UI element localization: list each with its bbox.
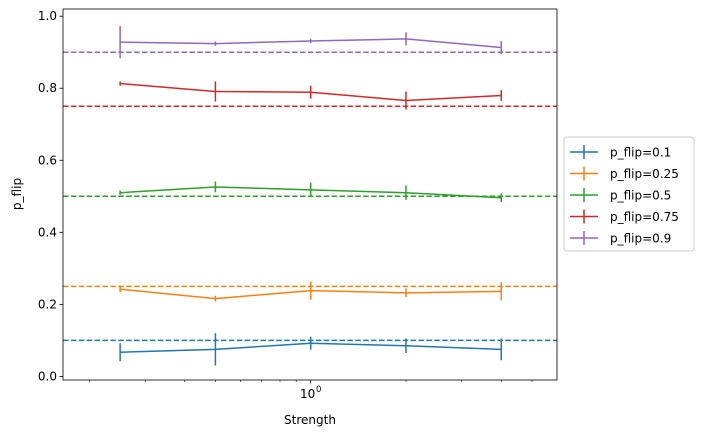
x-axis-label: Strength [284,413,336,427]
series-0 [119,333,503,366]
y-tick-label-4: 0.8 [38,81,57,95]
series-lines [119,25,503,366]
legend-label-3: p_flip=0.75 [610,210,679,224]
y-axis-label: p_flip [10,178,24,210]
series-1 [119,281,503,302]
y-tick-label-2: 0.4 [38,225,57,239]
x-axis: 10 0 [89,380,533,401]
legend-label-2: p_flip=0.5 [610,189,671,203]
y-tick-label-1: 0.2 [38,297,57,311]
y-tick-label-0: 0.0 [38,369,57,383]
legend-frame [563,136,695,252]
series-2 [119,181,503,203]
series-4 [119,25,503,59]
y-axis: 0.0 0.2 0.4 0.6 0.8 1.0 [38,9,63,383]
legend-label-1: p_flip=0.25 [610,167,679,181]
y-tick-label-3: 0.6 [38,153,57,167]
plot-frame [62,8,558,381]
series-3 [119,81,503,110]
x-tick-label-0: 10 [300,387,315,401]
y-tick-label-5: 1.0 [38,9,57,23]
legend-label-4: p_flip=0.9 [610,232,671,246]
legend-label-0: p_flip=0.1 [610,146,671,160]
x-tick-label-exponent-0: 0 [316,385,321,395]
legend: p_flip=0.1 p_flip=0.25 p_flip=0.5 p_flip=0.… [563,136,695,252]
